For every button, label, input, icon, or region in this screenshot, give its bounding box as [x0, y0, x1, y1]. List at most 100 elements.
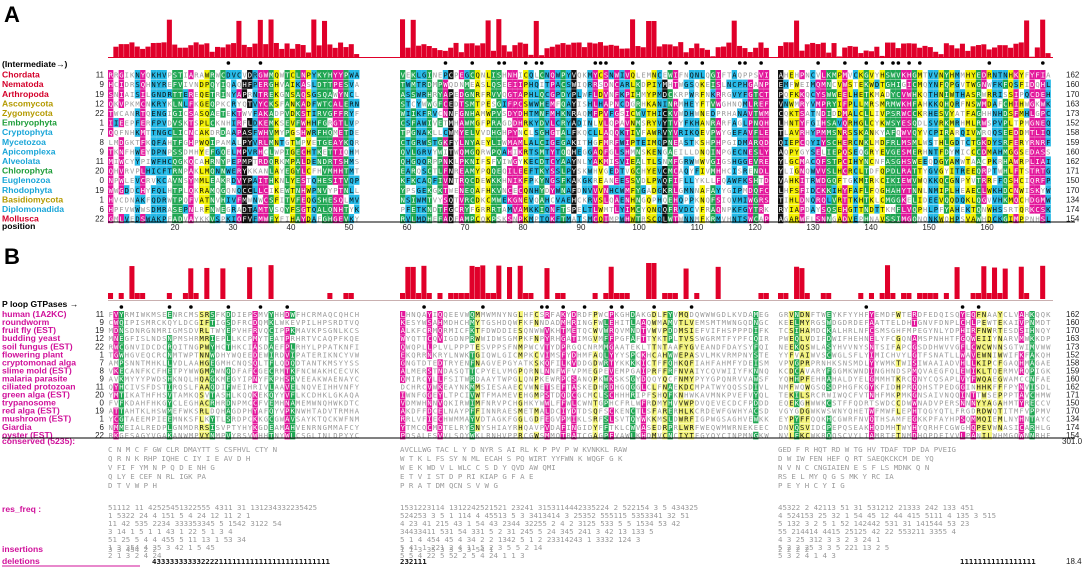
panel-a-residue-letter: K — [486, 215, 491, 224]
panel-a-residue-letter: I — [232, 215, 236, 224]
panel-a-residue-letter: I — [832, 186, 836, 195]
panel-a-residue-letter: G — [939, 167, 943, 176]
panel-a-residue-cell — [108, 70, 114, 80]
panel-a-taxon-name: Ascomycota — [2, 98, 53, 108]
panel-a-residue-letter: D — [125, 80, 129, 89]
panel-a-residue-cell — [528, 79, 534, 89]
panel-a-residue-letter: C — [615, 186, 619, 195]
panel-a-residue-letter: R — [109, 71, 114, 80]
panel-a-residue-letter: L — [433, 128, 437, 137]
panel-a-residue-letter: Y — [843, 186, 848, 195]
panel-a-residue-letter: R — [411, 167, 416, 176]
panel-a-residue-cell — [247, 146, 253, 156]
panel-a-residue-letter: E — [764, 128, 768, 137]
panel-a-residue-letter: V — [114, 195, 119, 204]
panel-a-residue-cell — [405, 166, 411, 176]
panel-a-residue-letter: I — [130, 90, 134, 99]
panel-a-residue-letter: A — [620, 80, 625, 89]
panel-a-residue-cell — [614, 108, 620, 118]
panel-a-residue-letter: S — [1009, 176, 1013, 185]
panel-a-residue-letter: I — [540, 80, 544, 89]
panel-a-residue-letter: E — [966, 167, 970, 176]
panel-a-residue-letter: E — [1041, 90, 1045, 99]
panel-a-residue-cell — [565, 89, 572, 99]
panel-a-residue-cell — [442, 98, 449, 108]
panel-a-residue-cell — [400, 89, 406, 99]
panel-a-residue-letter: V — [604, 109, 609, 118]
panel-a-residue-letter: A — [789, 128, 794, 137]
panel-a-residue-letter: L — [950, 186, 954, 195]
panel-a-residue-letter: K — [620, 90, 625, 99]
panel-a-residue-letter: A — [518, 205, 523, 214]
panel-a-residue-letter: E — [524, 195, 528, 204]
panel-a-residue-cell — [204, 98, 210, 108]
panel-a-residue-letter: M — [200, 176, 205, 185]
panel-a-residue-cell — [316, 98, 322, 108]
panel-a-residue-cell — [134, 156, 141, 166]
panel-a-residue-cell — [651, 175, 657, 185]
panel-a-residue-letter: H — [502, 128, 506, 137]
panel-a-residue-cell — [464, 194, 470, 204]
panel-a-residue-letter: K — [993, 157, 998, 166]
panel-a-residue-letter: C — [673, 167, 677, 176]
panel-a-residue-letter: I — [476, 157, 480, 166]
panel-a-residue-letter: Q — [141, 80, 145, 89]
panel-a-residue-letter: V — [599, 186, 604, 195]
panel-a-residue-letter: V — [232, 71, 237, 80]
panel-a-residue-letter: Y — [146, 186, 151, 195]
panel-a-residue-letter: R — [848, 138, 853, 147]
panel-a-taxon-name: Cryptophyta — [2, 127, 53, 137]
panel-a-residue-cell — [231, 89, 237, 99]
panel-a-residue-cell — [134, 214, 141, 224]
panel-a-residue-cell — [410, 204, 417, 214]
panel-a-residue-cell — [300, 156, 306, 166]
panel-a-residue-letter: N — [816, 109, 820, 118]
panel-a-residue-letter: E — [912, 147, 916, 156]
panel-a-residue-letter: C — [982, 157, 986, 166]
panel-a-residue-letter: E — [178, 205, 182, 214]
panel-a-residue-letter: D — [663, 90, 667, 99]
panel-a-residue-letter: K — [700, 80, 705, 89]
panel-a-residue-cell — [300, 204, 306, 214]
panel-a-residue-letter: R — [743, 167, 748, 176]
panel-a-residue-cell — [539, 108, 545, 118]
panel-a-residue-letter: D — [264, 157, 268, 166]
panel-a-residue-letter: V — [492, 90, 497, 99]
panel-a-residue-cell — [134, 146, 141, 156]
panel-a-residue-letter: V — [433, 195, 438, 204]
panel-a-residue-letter: H — [141, 186, 145, 195]
panel-a-residue-cell — [571, 108, 577, 118]
panel-a-residue-cell — [188, 70, 194, 80]
panel-a-residue-cell — [549, 118, 556, 128]
panel-a-residue-letter: N — [716, 147, 720, 156]
panel-a-residue-cell — [289, 118, 296, 128]
panel-a-residue-cell — [426, 194, 433, 204]
panel-a-residue-letter: E — [459, 167, 463, 176]
panel-a-residue-cell — [646, 127, 652, 137]
panel-a-residue-letter: N — [449, 176, 453, 185]
panel-a-residue-letter: V — [237, 176, 242, 185]
panel-a-residue-cell — [635, 146, 641, 156]
panel-a-residue-letter: C — [486, 195, 490, 204]
panel-a-residue-letter: A — [966, 90, 971, 99]
panel-a-residue-letter: I — [998, 90, 1002, 99]
panel-a-residue-letter: P — [280, 147, 284, 156]
panel-a-residue-letter: F — [296, 119, 300, 128]
panel-a-residue-letter: N — [800, 167, 804, 176]
panel-a-residue-letter: R — [422, 80, 427, 89]
panel-a-residue-cell — [322, 156, 328, 166]
panel-a-hist-bar — [820, 42, 826, 57]
panel-a-residue-letter: I — [280, 195, 284, 204]
panel-a-hist-bar — [662, 44, 668, 57]
panel-a-residue-cell — [614, 89, 620, 99]
panel-a-residue-letter: P — [572, 90, 576, 99]
panel-a-residue-letter: R — [625, 80, 630, 89]
panel-a-end-number: 134 — [1066, 195, 1080, 204]
panel-a-residue-letter: W — [759, 109, 764, 118]
panel-a-residue-letter: A — [189, 215, 194, 224]
panel-a-residue-letter: Q — [923, 176, 927, 185]
panel-a-residue-letter: D — [157, 195, 161, 204]
panel-a-residue-letter: E — [465, 186, 469, 195]
panel-a-residue-letter: A — [572, 215, 577, 224]
panel-a-residue-letter: E — [652, 147, 656, 156]
